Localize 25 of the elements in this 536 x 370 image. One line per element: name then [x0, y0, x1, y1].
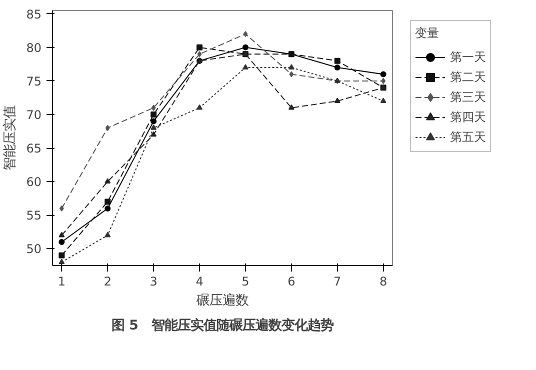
legend-label: 第二天: [450, 68, 486, 86]
x-tick-label: 4: [196, 274, 204, 288]
legend-label: 第三天: [450, 88, 486, 106]
x-tick-label: 6: [288, 274, 296, 288]
y-axis-title: 智能压实值: [3, 106, 18, 170]
legend-title: 变量: [415, 25, 440, 42]
y-tick-label: 70: [26, 108, 42, 122]
x-tick-label: 1: [58, 274, 66, 288]
y-tick-label: 80: [26, 40, 42, 55]
legend-label: 第五天: [450, 128, 486, 146]
caption: 图 5 智能压实值随碾压遍数变化趋势: [112, 318, 334, 334]
y-tick-label: 60: [26, 175, 42, 190]
x-tick-label: 8: [379, 274, 388, 288]
x-tick-label: 7: [334, 274, 342, 288]
x-tick-label: 2: [104, 274, 112, 288]
y-tick-label: 75: [26, 74, 42, 88]
x-tick-label: 5: [242, 274, 250, 288]
x-tick-label: 3: [150, 274, 158, 288]
legend-label: 第一天: [450, 48, 486, 66]
legend-label: 第四天: [450, 108, 486, 126]
y-tick-label: 50: [26, 242, 42, 256]
y-tick-label: 65: [26, 142, 42, 156]
x-axis-title: 碾压遍数: [196, 292, 248, 308]
y-tick-label: 85: [26, 7, 42, 22]
y-tick-label: 55: [26, 208, 42, 223]
